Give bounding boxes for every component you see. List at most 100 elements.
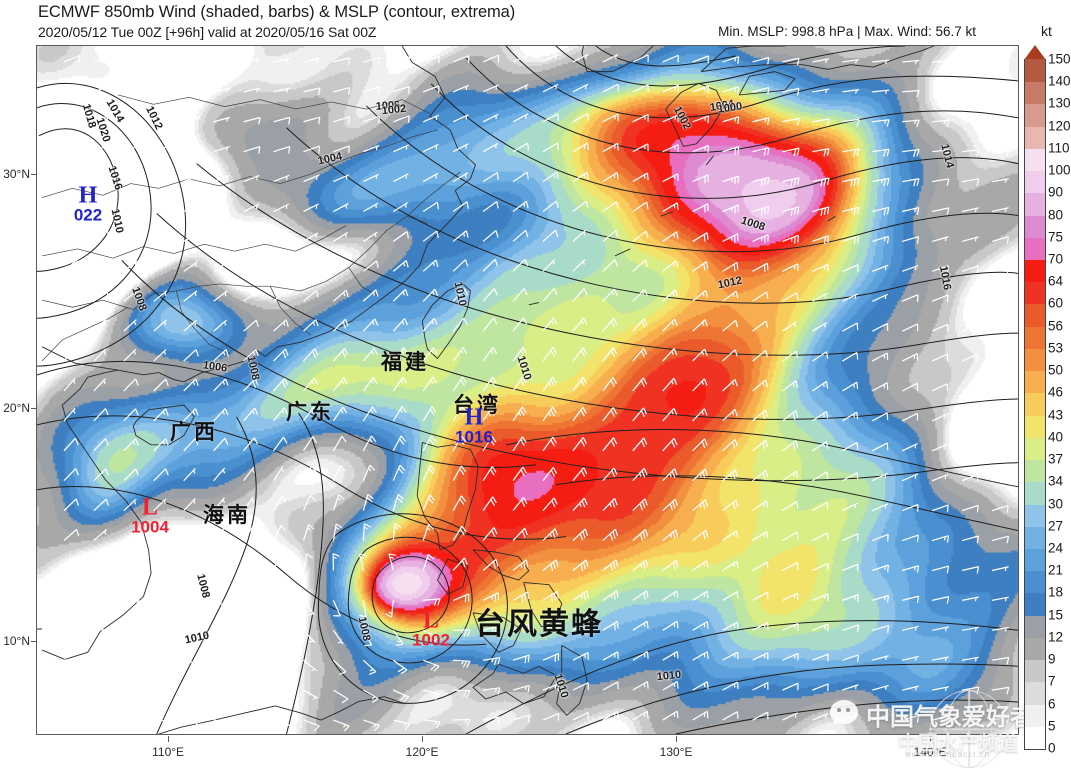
wind-barb-full [793, 207, 797, 215]
wind-barb-half [403, 262, 406, 267]
wind-barb [93, 408, 106, 422]
wind-barb [302, 524, 310, 541]
wind-barb-half [312, 321, 316, 326]
wind-barb-full [400, 435, 407, 442]
wind-barb-full [550, 439, 555, 447]
wind-barb-full [642, 562, 646, 570]
wind-barb [572, 467, 585, 482]
wind-barb-full [582, 437, 588, 444]
wind-barb-full [525, 230, 529, 238]
wind-barb [213, 556, 225, 571]
wind-barb-full [701, 471, 706, 479]
wind-barb-full [462, 347, 468, 354]
administrative-border [118, 94, 431, 114]
wind-barb-full [735, 500, 739, 508]
wind-barb-full [524, 259, 529, 267]
wind-barb [782, 652, 799, 661]
wind-barb-full [402, 376, 408, 384]
wind-barb-full [734, 177, 737, 185]
wind-barb-full [491, 406, 497, 413]
x-axis-tick [676, 736, 678, 742]
wind-barb-half [165, 602, 169, 607]
wind-barb-half [163, 560, 167, 565]
colorbar-band [1025, 437, 1045, 461]
wind-barb-full [737, 116, 740, 124]
wind-barb [902, 595, 919, 601]
wind-barb-full [886, 625, 890, 633]
wind-barb [992, 60, 1010, 63]
wind-barb-full [521, 530, 526, 538]
weather-map[interactable]: 1018 1020 1014 1012 1016 1010 1008 1006 1008 1006… [36, 45, 1019, 735]
wind-barb [962, 178, 979, 183]
wind-barb-full [916, 119, 920, 128]
wind-barb-full [586, 143, 589, 151]
wind-barb-full [343, 725, 350, 732]
colorbar-band [1025, 481, 1045, 505]
wind-barb-full [613, 317, 618, 325]
wind-barb-full [461, 560, 466, 568]
wind-barb-half [226, 58, 229, 63]
wind-barb [392, 659, 408, 671]
wind-barb-half [401, 320, 405, 325]
wind-barb-full [407, 56, 411, 65]
wind-barb-full [886, 236, 890, 244]
wind-barb-full [673, 348, 678, 356]
wind-barb [243, 290, 258, 302]
wind-speed-colorbar[interactable] [1024, 45, 1046, 750]
wind-barb [991, 504, 1009, 512]
wind-barb-full [106, 260, 110, 268]
wind-barb-full [429, 409, 435, 416]
wind-barb [363, 115, 380, 123]
wind-barb [722, 204, 739, 213]
wind-barb [752, 291, 768, 302]
administrative-border [42, 225, 347, 259]
wind-barb-full [521, 406, 527, 414]
pressure-value-label: 022 [73, 204, 103, 224]
wind-barb-full [643, 592, 646, 600]
wind-barb [422, 554, 429, 571]
wind-barb [602, 288, 615, 302]
wind-barb-full [367, 493, 374, 500]
wind-barb [302, 465, 313, 482]
colorbar-band [1025, 148, 1045, 172]
wind-barb-full [676, 681, 679, 689]
wind-barb-half [549, 533, 553, 538]
wind-barb [452, 376, 464, 392]
colorbar-tick-label: 90 [1048, 184, 1064, 200]
wind-barb-half [337, 641, 342, 644]
wind-barb [243, 348, 257, 362]
wind-barb-full [976, 716, 980, 724]
wind-barb [902, 89, 920, 93]
wind-barb-full [946, 149, 950, 157]
wind-barb [303, 319, 317, 332]
wind-barb-half [195, 721, 199, 726]
wind-barb [63, 348, 76, 362]
wind-barb-full [430, 664, 437, 671]
wind-barb-full [1005, 120, 1010, 128]
wind-barb [812, 623, 829, 631]
wind-barb-full [645, 559, 649, 568]
wind-barb-full [435, 721, 441, 729]
wind-barb [333, 145, 350, 153]
wind-barb-full [315, 319, 319, 327]
wind-barb-half [373, 724, 377, 728]
wind-barb-full [385, 613, 392, 618]
wind-barb-full [857, 624, 860, 633]
wind-barb [782, 263, 799, 272]
wind-barb-half [104, 530, 107, 535]
wind-barb-half [430, 379, 434, 384]
wind-barb-half [388, 611, 393, 615]
wind-barb-full [166, 632, 172, 640]
wind-barb [692, 710, 708, 721]
wind-barb [991, 716, 1009, 721]
wind-barb [752, 262, 768, 272]
wind-barb [452, 347, 464, 362]
wind-barb-full [734, 349, 738, 357]
wind-barb [542, 528, 556, 542]
wind-barb-half [254, 292, 257, 297]
wind-barb-full [251, 608, 259, 614]
wind-barb-full [405, 260, 409, 268]
wind-barb [812, 177, 830, 183]
pressure-extremum: H 1016 [455, 406, 493, 445]
colorbar-band [1025, 237, 1045, 261]
